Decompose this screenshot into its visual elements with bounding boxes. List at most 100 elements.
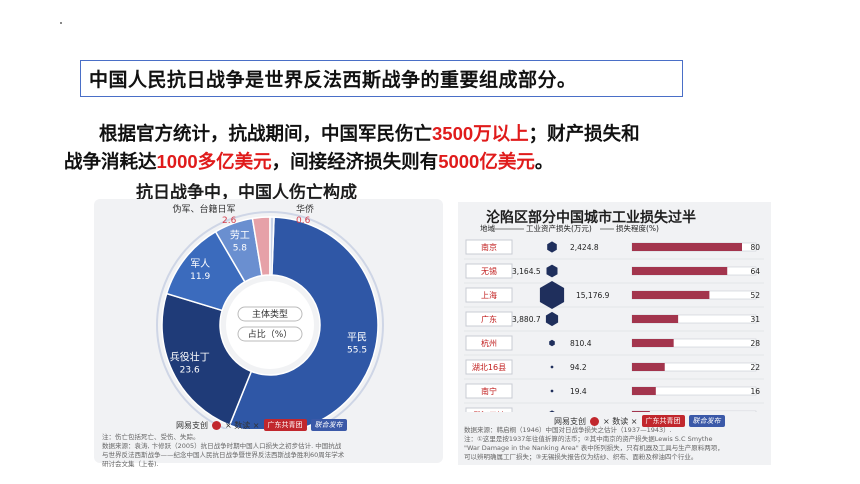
- asset-hexagon: [547, 241, 557, 253]
- city-label-box: [465, 239, 513, 255]
- asset-value: 94.2: [570, 363, 587, 372]
- header-assets: 工业资产损失(万元): [526, 223, 592, 233]
- slice-value: 23.6: [180, 365, 200, 375]
- credit-site: 网易支创: [554, 416, 586, 426]
- degree-bar: [632, 363, 665, 371]
- right-credit: 网易支创 × 数读 × 广东共青团 联合发布: [554, 415, 725, 427]
- credit-sep: × 数读 ×: [225, 420, 260, 430]
- asset-hexagon: [550, 365, 554, 369]
- asset-value: 15,176.9: [576, 291, 610, 300]
- degree-value: 16: [750, 387, 760, 396]
- paragraph-text: ；财产损失和: [528, 124, 640, 145]
- highlight-figure: 5000亿美元: [438, 151, 535, 172]
- city-label: 杭州: [481, 338, 497, 348]
- city-label-box: [465, 359, 513, 375]
- center-pill: [237, 306, 303, 322]
- slice-label: 军人: [190, 258, 210, 270]
- right-chart-source: 数据来源：韩启桐（1946）中国对日战争损失之估计（1937—1943）. 注：①…: [464, 426, 764, 462]
- external-slice-value: 0.6: [296, 216, 311, 226]
- headline-box: 中国人民抗日战争是世界反法西斯战争的重要组成部分。: [80, 60, 683, 97]
- city-loss-chart: 地域 工业资产损失(万元) 损失程度(%) 南京 2,424.8 80 无锡 3,164.5 6…: [464, 223, 764, 412]
- asset-value: 2,424.8: [570, 243, 599, 252]
- city-label-box: [465, 407, 513, 412]
- external-slice-label: 华侨: [296, 203, 314, 215]
- asset-value: 810.4: [570, 339, 592, 348]
- degree-bar: [632, 339, 674, 347]
- city-label-box: [465, 335, 513, 351]
- slice-label: 劳工: [230, 228, 250, 241]
- paragraph-text: 根据官方统计，抗战期间，中国军民伤亡: [99, 124, 433, 145]
- left-credit: 网易支创 × 数读 × 广东共青团 联合发布: [176, 419, 347, 431]
- center-pill: [237, 326, 303, 342]
- city-label-box: [465, 383, 513, 399]
- credit-logo-icon: [590, 416, 599, 426]
- city-label-box: [465, 287, 513, 303]
- left-chart-title: 抗日战争中，中国人伤亡构成: [136, 183, 357, 203]
- degree-value: 28: [750, 339, 760, 348]
- credit-sep: × 数读 ×: [603, 416, 638, 426]
- slice-value: 55.5: [347, 346, 367, 356]
- city-label: 广东: [481, 314, 497, 324]
- city-label: 武汉三镇: [473, 410, 505, 412]
- slice-label: 平民: [347, 332, 367, 344]
- asset-value: 1,667.3: [570, 411, 599, 412]
- credit-site: 网易支创: [176, 420, 208, 430]
- city-label-box: [465, 263, 513, 279]
- external-slice-label: 伪军、台籍日军: [172, 203, 235, 215]
- center-label-1: 主体类型: [252, 308, 288, 320]
- center-label-2: 占比（%）: [248, 328, 293, 340]
- donut-slice: [269, 216, 275, 276]
- source-line: 与世界反法西斯战争——纪念中国人民抗日战争暨世界反法西斯战争胜利60周年学术: [102, 451, 345, 459]
- source-line: 注：①这里是按1937年往值折算的法币；②其中南京的资产损失据Lewis S.C…: [464, 435, 713, 443]
- asset-hexagon: [539, 281, 565, 309]
- city-label-box: [465, 311, 513, 327]
- city-label: 无锡: [481, 267, 497, 276]
- right-chart-card: 地域 工业资产损失(万元) 损失程度(%) 南京 2,424.8 80 无锡 3,164.5 6…: [458, 202, 771, 465]
- credit-logo-icon: [212, 420, 221, 430]
- asset-value: 3,880.7: [512, 315, 541, 324]
- asset-value: 19.4: [570, 387, 587, 396]
- paragraph-text: ，间接经济损失则有: [271, 152, 439, 173]
- degree-value: 64: [750, 267, 760, 276]
- headline: 中国人民抗日战争是世界反法西斯战争的重要组成部分。: [89, 69, 577, 91]
- asset-hexagon: [549, 339, 555, 347]
- city-label: 湖北16县: [472, 363, 506, 372]
- donut-outer-ring: [156, 211, 384, 429]
- degree-bar: [632, 387, 656, 395]
- paragraph-line-2: 战争消耗达1000多亿美元，间接经济损失则有5000亿美元。: [64, 148, 553, 177]
- source-line: 研讨会文集（上卷).: [102, 460, 159, 468]
- city-label: 南宁: [481, 386, 497, 396]
- source-line: 注：伤亡包括死亡、受伤、失踪。: [102, 433, 200, 441]
- degree-value: 22: [750, 363, 760, 372]
- asset-hexagon: [550, 389, 554, 393]
- credit-tag: 联合发布: [310, 419, 347, 431]
- donut-slice: [228, 216, 379, 429]
- header-degree: 损失程度(%): [616, 223, 659, 233]
- donut-center: [226, 281, 314, 369]
- credit-badge: 广东共青团: [263, 419, 307, 431]
- paragraph-text: 。: [534, 152, 554, 173]
- slice-value: 5.8: [233, 243, 248, 253]
- degree-bar: [632, 267, 728, 275]
- degree-value: 52: [750, 291, 760, 300]
- highlight-figure: 3500万以上: [432, 123, 529, 144]
- degree-value: 31: [750, 315, 760, 324]
- source-line: 数据来源：韩启桐（1946）中国对日战争损失之估计（1937—1943）.: [464, 426, 672, 434]
- right-chart-title: 沦陷区部分中国城市工业损失过半: [486, 210, 696, 226]
- city-label: 上海: [481, 290, 497, 300]
- asset-value: 3,164.5: [512, 267, 541, 276]
- paragraph-text: 战争消耗达: [64, 152, 157, 173]
- source-line: 数据来源：袁涛, 卞修跃（2005）抗日战争时期中国人口损失之初步估计. 中国抗…: [102, 442, 342, 450]
- donut-slice: [161, 292, 253, 427]
- external-slice-value: 2.6: [222, 216, 237, 226]
- source-line: 可以辨明确属工厂损失；③无锡损失报告仅为纺纱、织布、面粉及榨油四个行业。: [464, 453, 698, 461]
- header-region: 地域: [480, 223, 495, 233]
- left-chart-source: 注：伤亡包括死亡、受伤、失踪。 数据来源：袁涛, 卞修跃（2005）抗日战争时期中…: [102, 433, 434, 469]
- paragraph-line-1: 根据官方统计，抗战期间，中国军民伤亡3500万以上；财产损失和: [99, 120, 640, 149]
- slice-label: 兵役壮丁: [170, 350, 210, 363]
- asset-hexagon: [545, 311, 559, 327]
- asset-hexagon: [546, 264, 558, 278]
- left-chart-card: 平民 55.5 兵役壮丁 23.6 军人 11.9 劳工 5.8 伪军、台籍日军 2.6 华侨 0.6…: [94, 199, 443, 468]
- degree-bar: [632, 411, 650, 412]
